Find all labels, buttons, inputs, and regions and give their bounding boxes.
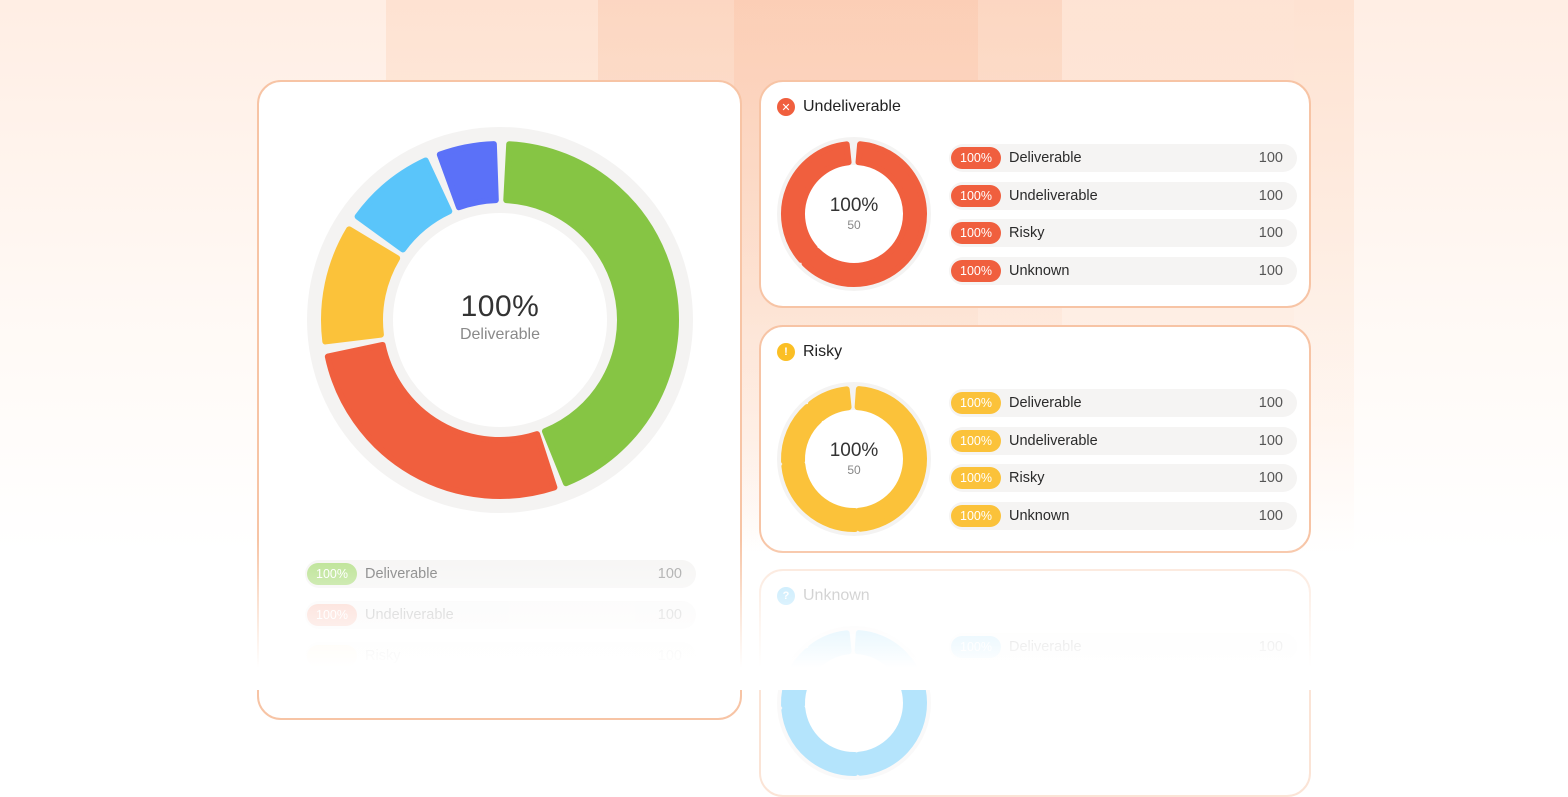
undeliverable-segment-1[interactable] — [801, 141, 927, 287]
row-label: Deliverable — [1009, 395, 1082, 411]
row-label: Risky — [1009, 225, 1045, 241]
row-deliverable[interactable]: 100% Deliverable 100 — [949, 144, 1297, 172]
unknown-donut-chart — [777, 626, 931, 780]
pct-pill — [307, 645, 357, 667]
unknown-card-title: ? Unknown — [777, 587, 870, 605]
donut-hole — [393, 213, 607, 427]
risky-segment-1[interactable] — [854, 386, 927, 532]
overview-segment-2[interactable] — [324, 341, 558, 499]
row-value: 100 — [1258, 262, 1283, 279]
card-title-text: Risky — [803, 343, 843, 360]
row-undeliverable[interactable]: 100% Undeliverable 100 — [949, 426, 1297, 455]
question-icon: ? — [777, 587, 795, 605]
row-label: Risky — [365, 648, 401, 664]
overview-center-label: Deliverable — [459, 326, 541, 343]
pct-pill: 100% — [951, 467, 1001, 489]
pct-pill: 100% — [307, 604, 357, 626]
row-label: Undeliverable — [1009, 432, 1098, 449]
row-label: Unknown — [1009, 507, 1070, 524]
overview-donut-svg — [307, 127, 693, 513]
overview-donut-chart: 100% Deliverable — [307, 127, 693, 513]
row-label: Deliverable — [365, 566, 438, 582]
pct-pill: 100% — [951, 147, 1001, 169]
row-deliverable[interactable]: 100% Deliverable 100 — [949, 389, 1297, 417]
pct-pill: 100% — [951, 184, 1001, 207]
risky-center: 100% 50 — [777, 440, 931, 477]
row-value: 100 — [1258, 432, 1283, 449]
undeliverable-donut-svg — [777, 137, 931, 291]
risky-card-title: ! Risky — [777, 343, 842, 361]
undeliverable-donut-chart: 100% 50 — [777, 137, 931, 291]
row-value: 100 — [1258, 639, 1283, 655]
row-label: Deliverable — [1009, 150, 1082, 166]
overview-segment-1[interactable] — [503, 141, 679, 487]
overview-segment-3[interactable] — [321, 226, 401, 345]
row-label: Risky — [1009, 470, 1045, 486]
card-title-text: Unknown — [803, 587, 870, 604]
row-unknown[interactable]: 100% Unknown 100 — [949, 256, 1297, 285]
row-value: 100 — [657, 648, 682, 664]
unknown-card: ? Unknown 100% Deliverable 100 — [759, 569, 1311, 797]
overview-center-value: 100% — [460, 290, 540, 323]
pct-pill: 100% — [951, 222, 1001, 244]
center-value: 100% — [829, 195, 879, 216]
risky-donut-chart: 100% 50 — [777, 382, 931, 536]
undeliverable-center: 100% 50 — [777, 195, 931, 232]
pct-pill: 100% — [951, 429, 1001, 452]
card-title-text: Undeliverable — [803, 98, 901, 115]
row-label: Deliverable — [1009, 639, 1082, 655]
risky-legend: 100% Deliverable 100 100% Undeliverable … — [949, 389, 1297, 539]
row-value: 100 — [1258, 187, 1283, 204]
center-sub: 50 — [847, 463, 861, 477]
unknown-donut-svg — [777, 626, 931, 780]
row-value: 100 — [1258, 507, 1283, 524]
row-value: 100 — [657, 566, 682, 582]
pct-pill: 100% — [951, 636, 1001, 658]
risky-donut-svg — [777, 382, 931, 536]
row-risky[interactable]: 100% Risky 100 — [949, 464, 1297, 492]
exclamation-icon: ! — [777, 343, 795, 361]
row-unknown[interactable]: 100% Unknown 100 — [949, 501, 1297, 530]
row-value: 100 — [657, 607, 682, 623]
row-value: 100 — [1258, 150, 1283, 166]
undeliverable-card: ✕ Undeliverable 100% 50 100% Deliverable… — [759, 80, 1311, 308]
overview-segment-4[interactable] — [354, 157, 453, 253]
legend-row-risky[interactable]: Risky 100 — [305, 642, 696, 670]
row-label: Undeliverable — [365, 607, 454, 623]
center-value: 100% — [829, 440, 879, 461]
center-sub: 50 — [847, 218, 861, 232]
legend-row-deliverable[interactable]: 100% Deliverable 100 — [305, 560, 696, 588]
risky-segment-3[interactable] — [781, 403, 823, 465]
row-risky[interactable]: 100% Risky 100 — [949, 219, 1297, 247]
undeliverable-card-title: ✕ Undeliverable — [777, 98, 901, 116]
undeliverable-segment-2[interactable] — [781, 141, 852, 263]
row-value: 100 — [1258, 470, 1283, 486]
pct-pill: 100% — [951, 259, 1001, 282]
row-label: Undeliverable — [1009, 187, 1098, 204]
row-value: 100 — [1258, 225, 1283, 241]
row-deliverable[interactable]: 100% Deliverable 100 — [949, 633, 1297, 661]
overview-center: 100% Deliverable — [307, 290, 693, 344]
pct-pill: 100% — [951, 504, 1001, 527]
pct-pill: 100% — [307, 563, 357, 585]
unknown-legend: 100% Deliverable 100 — [949, 633, 1297, 671]
legend-row-undeliverable[interactable]: 100% Undeliverable 100 — [305, 601, 696, 629]
row-value: 100 — [1258, 395, 1283, 411]
overview-card: 100% Deliverable 100% Deliverable 100 10… — [257, 80, 742, 720]
overview-legend: 100% Deliverable 100 100% Undeliverable … — [305, 560, 696, 683]
close-icon: ✕ — [777, 98, 795, 116]
undeliverable-legend: 100% Deliverable 100 100% Undeliverable … — [949, 144, 1297, 294]
pct-pill: 100% — [951, 392, 1001, 414]
risky-segment-2[interactable] — [781, 461, 859, 532]
overview-segment-5[interactable] — [436, 141, 499, 211]
risky-segment-4[interactable] — [807, 386, 852, 422]
risky-card: ! Risky 100% 50 100% Deliverable 100 100… — [759, 325, 1311, 553]
row-label: Unknown — [1009, 262, 1070, 279]
row-undeliverable[interactable]: 100% Undeliverable 100 — [949, 181, 1297, 210]
